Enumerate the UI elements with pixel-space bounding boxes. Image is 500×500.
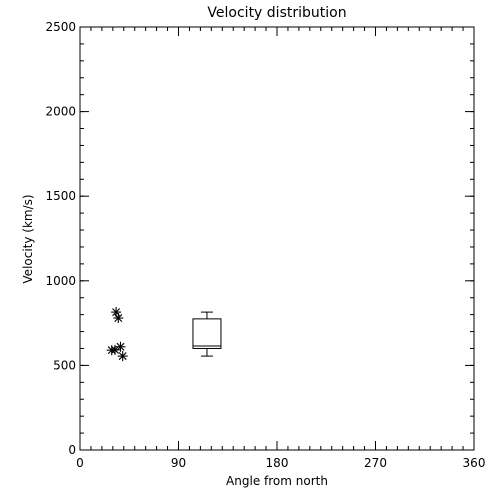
x-tick-label: 0 — [76, 456, 84, 470]
y-axis-label: Velocity (km/s) — [21, 194, 35, 283]
plot-frame — [79, 26, 475, 451]
y-tick-label: 2000 — [45, 105, 76, 119]
tick-labels: 0 90 180 270 360 0 500 1000 1500 2000 2500 — [45, 20, 485, 470]
data-point-stroke — [112, 308, 121, 317]
data-point — [115, 341, 126, 352]
x-tick-label: 270 — [364, 456, 387, 470]
y-tick-label: 500 — [53, 358, 76, 372]
box-body — [192, 318, 222, 349]
axes — [79, 26, 475, 451]
x-tick-label: 90 — [171, 456, 186, 470]
data-point — [113, 313, 124, 324]
x-axis-label: Angle from north — [226, 474, 328, 488]
data-point — [117, 351, 128, 362]
y-tick-label: 0 — [68, 443, 76, 457]
data-point-stroke — [114, 314, 123, 323]
x-tick-label: 180 — [266, 456, 289, 470]
y-tick-label: 2500 — [45, 20, 76, 34]
y-tick-label: 1000 — [45, 274, 76, 288]
ticks — [79, 26, 475, 451]
y-tick-label: 1500 — [45, 189, 76, 203]
box-plot — [192, 311, 222, 357]
data-point — [110, 344, 121, 355]
data-point-stroke — [118, 352, 127, 361]
data-point-stroke — [111, 345, 120, 354]
data-point-stroke — [116, 342, 125, 351]
data-series — [106, 307, 128, 362]
x-tick-label: 360 — [463, 456, 486, 470]
chart-title: Velocity distribution — [207, 5, 346, 21]
